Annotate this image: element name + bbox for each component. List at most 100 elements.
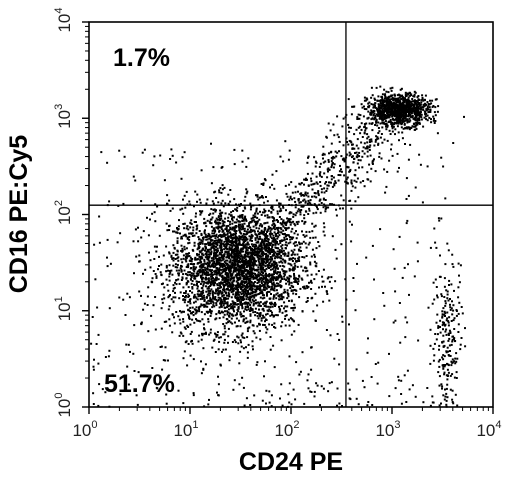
event-point [230, 307, 232, 310]
event-point [409, 92, 412, 95]
event-point [173, 286, 176, 289]
event-point [358, 166, 360, 169]
event-point [166, 283, 169, 286]
event-point [322, 206, 325, 209]
event-point [269, 260, 272, 263]
event-point [242, 236, 245, 239]
event-point [361, 155, 364, 158]
event-point [192, 296, 195, 299]
event-point [191, 235, 194, 237]
event-point [276, 264, 279, 267]
event-point [269, 230, 272, 233]
event-point [366, 141, 369, 144]
event-point [240, 272, 243, 274]
event-point [244, 276, 247, 279]
event-point [209, 300, 212, 302]
event-point [255, 223, 258, 226]
event-point [327, 206, 330, 209]
event-point [214, 269, 217, 272]
event-point [276, 267, 279, 270]
event-point [391, 123, 394, 126]
event-point [425, 118, 428, 121]
event-point [403, 110, 406, 113]
event-point [370, 112, 373, 115]
event-point [373, 158, 375, 161]
event-point [357, 126, 360, 129]
event-point [443, 277, 446, 280]
event-point [243, 265, 245, 268]
event-point [198, 294, 201, 297]
event-point [419, 106, 422, 109]
event-point [194, 215, 197, 218]
event-point [239, 295, 242, 298]
event-point [438, 275, 441, 278]
event-point [272, 297, 275, 300]
event-point [220, 298, 223, 301]
event-point [449, 306, 452, 309]
event-point [460, 306, 463, 308]
event-point [306, 161, 309, 164]
event-point [226, 302, 229, 305]
event-point [230, 277, 233, 280]
event-point [239, 282, 242, 285]
event-point [317, 241, 320, 243]
event-point [241, 256, 244, 259]
event-point [272, 296, 275, 298]
event-point [265, 281, 268, 284]
event-point [231, 262, 234, 265]
event-point [270, 274, 272, 277]
event-point [179, 310, 181, 313]
event-point [321, 275, 324, 278]
event-point [244, 218, 247, 221]
event-point [260, 231, 263, 234]
event-point [408, 113, 410, 115]
event-point [218, 234, 221, 237]
event-point [172, 296, 175, 299]
event-point [176, 228, 179, 231]
event-point [187, 271, 190, 274]
event-point [229, 260, 232, 263]
event-point [232, 210, 235, 212]
event-point [234, 259, 237, 262]
event-point [207, 302, 210, 305]
event-point [214, 230, 217, 233]
event-point [189, 302, 192, 305]
event-point [314, 236, 317, 239]
event-point [291, 253, 294, 256]
event-point [146, 304, 149, 306]
event-point [169, 271, 172, 274]
event-point [279, 241, 282, 244]
event-point [253, 230, 256, 233]
event-point [293, 253, 296, 256]
event-point [267, 279, 269, 282]
event-point [179, 232, 181, 235]
event-point [222, 258, 225, 261]
event-point [240, 341, 242, 344]
event-point [174, 281, 176, 284]
event-point [242, 315, 244, 317]
event-point [451, 401, 454, 403]
event-point [383, 168, 386, 171]
event-point [420, 116, 423, 119]
event-point [227, 216, 230, 219]
event-point [403, 101, 405, 104]
event-point [418, 115, 421, 118]
event-point [256, 274, 259, 277]
event-point [408, 111, 410, 113]
event-point [280, 293, 283, 296]
event-point [333, 163, 336, 166]
event-point [226, 229, 228, 232]
event-point [278, 205, 281, 208]
event-point [375, 113, 378, 116]
event-point [293, 267, 296, 270]
event-point [414, 101, 417, 104]
event-point [250, 281, 253, 284]
event-point [433, 117, 435, 120]
event-point [172, 244, 175, 247]
event-point [198, 255, 201, 258]
event-point [267, 244, 270, 247]
event-point [217, 226, 219, 229]
event-point [226, 256, 229, 259]
event-point [221, 199, 224, 202]
